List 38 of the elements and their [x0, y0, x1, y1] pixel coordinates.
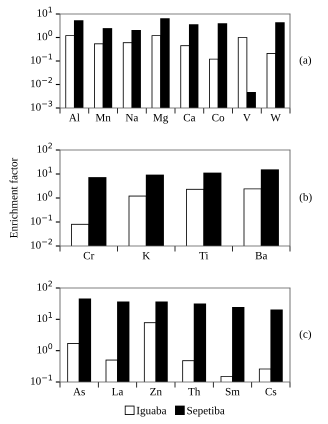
- x-tick-label: As: [73, 388, 85, 396]
- x-tick-label: Cr: [84, 252, 94, 260]
- y-tick-label: 10$^{1}$: [38, 6, 52, 17]
- x-tick-label: La: [112, 388, 124, 396]
- y-tick-label: 10$^{2}$: [38, 280, 52, 291]
- text: (b): [300, 192, 312, 204]
- x-tick-label: Mn: [96, 114, 111, 122]
- x-tick-label: Ba: [255, 252, 268, 260]
- x-tick-label: Co: [212, 114, 224, 122]
- y-tick-label: 10$^{2}$: [38, 142, 52, 153]
- x-tick-label: Al: [68, 114, 80, 122]
- y-tick-label: 10$^{−1}$: [31, 374, 52, 385]
- y-tick-label: 10$^{−1}$: [31, 214, 52, 225]
- y-tick-label: 10$^{−3}$: [31, 100, 52, 111]
- y-axis-title: Enrichment factor: [10, 158, 18, 238]
- legend-label: Sepetiba: [187, 406, 225, 417]
- y-tick-label: 10$^{1}$: [38, 166, 52, 177]
- x-tick-label: K: [142, 252, 150, 260]
- legend-label: Iguaba: [136, 406, 166, 417]
- x-tick-label: W: [270, 114, 281, 122]
- y-tick-label: 10$^{−1}$: [31, 54, 52, 64]
- y-tick-label: 10$^{1}$: [38, 312, 52, 322]
- y-tick-label: 10$^{−2}$: [31, 238, 52, 249]
- y-tick-label: 10$^{0}$: [38, 30, 52, 40]
- x-tick-label: Ca: [184, 114, 196, 122]
- y-tick-label: 10$^{0}$: [38, 343, 52, 354]
- x-tick-label: Mg: [153, 114, 168, 124]
- y-tick-label: 10$^{0}$: [38, 190, 52, 201]
- y-tick-label: 10$^{−2}$: [31, 77, 52, 88]
- x-tick-label: Th: [188, 388, 200, 396]
- x-tick-label: Na: [126, 114, 138, 122]
- x-tick-label: Ti: [199, 252, 208, 260]
- x-tick-label: Zn: [150, 388, 162, 396]
- x-tick-label: Cs: [265, 388, 276, 396]
- text: (c): [300, 330, 312, 340]
- text: (a): [300, 56, 312, 66]
- x-tick-label: V: [242, 114, 251, 122]
- x-tick-label: Sm: [226, 388, 240, 396]
